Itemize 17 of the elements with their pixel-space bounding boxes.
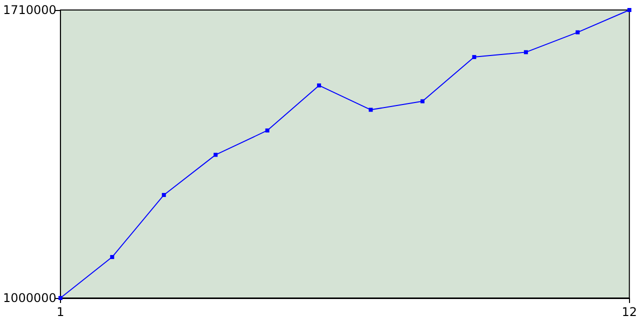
point: [214, 152, 218, 157]
point: [58, 296, 62, 300]
y-tick-label: 1710000: [2, 3, 56, 17]
point: [368, 108, 373, 112]
point: [110, 255, 114, 260]
point: [576, 30, 580, 34]
point: [317, 83, 322, 88]
point: [524, 50, 528, 54]
x-tick-label: 12: [622, 305, 638, 319]
point: [420, 99, 424, 104]
y-tick-label: 1000000: [2, 291, 56, 305]
point: [627, 8, 632, 12]
point: [265, 128, 270, 132]
point: [162, 192, 166, 197]
point: [472, 55, 476, 60]
x-tick-label: 1: [56, 305, 64, 319]
line-series: [58, 8, 632, 300]
